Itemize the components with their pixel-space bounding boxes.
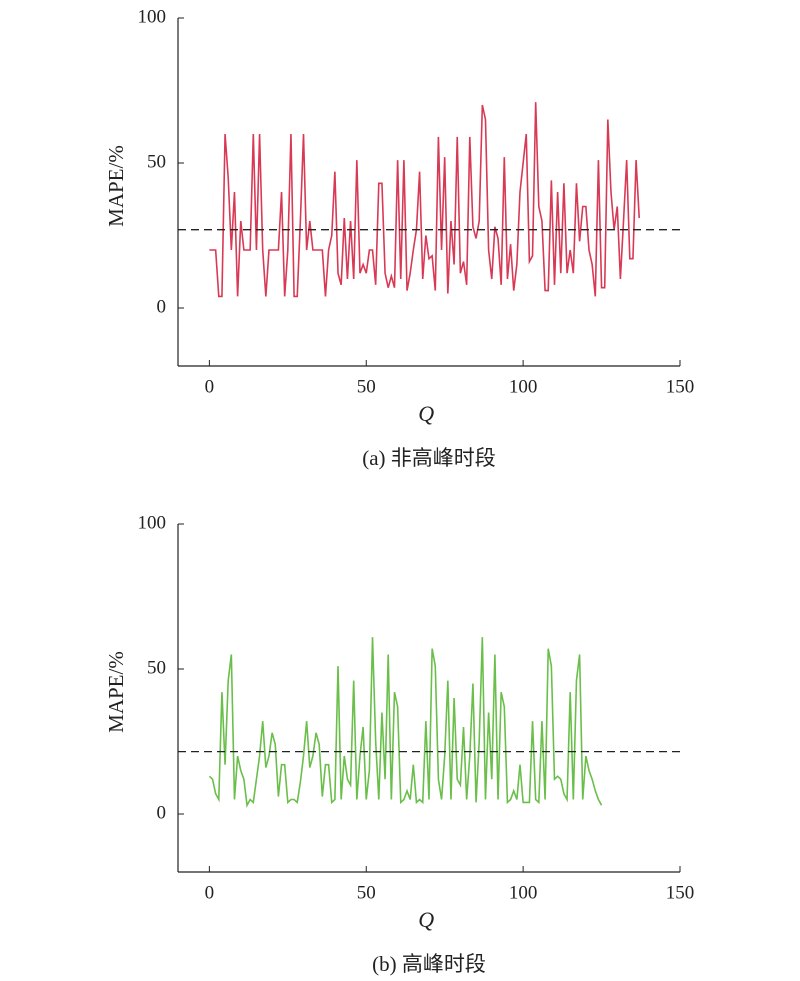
- y-tick-label: 100: [138, 512, 167, 533]
- x-axis-label: Q: [418, 401, 434, 426]
- x-tick-label: 150: [666, 376, 695, 397]
- x-tick-label: 0: [205, 882, 215, 903]
- x-tick-label: 0: [205, 376, 215, 397]
- caption: (a) 非高峰时段: [362, 446, 496, 470]
- y-tick-label: 50: [147, 151, 166, 172]
- y-axis-label: MAPE/%: [104, 651, 128, 733]
- x-tick-label: 100: [509, 882, 538, 903]
- y-axis-label: MAPE/%: [104, 145, 128, 227]
- y-tick-label: 0: [157, 296, 167, 317]
- x-tick-label: 100: [509, 376, 538, 397]
- data-line: [209, 102, 641, 298]
- x-tick-label: 50: [357, 882, 376, 903]
- x-axis-label: Q: [418, 907, 434, 932]
- caption: (b) 高峰时段: [372, 952, 486, 976]
- y-tick-label: 100: [138, 6, 167, 27]
- x-tick-label: 150: [666, 882, 695, 903]
- y-tick-label: 0: [157, 802, 167, 823]
- data-line: [208, 637, 603, 808]
- y-tick-label: 50: [147, 657, 166, 678]
- x-tick-label: 50: [357, 376, 376, 397]
